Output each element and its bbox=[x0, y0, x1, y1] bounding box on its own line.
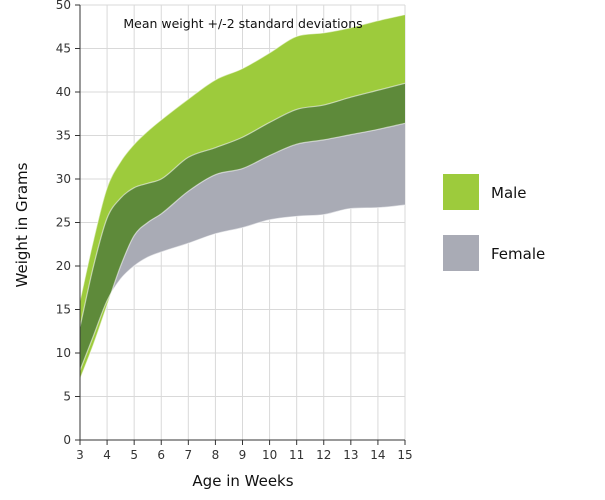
y-tick-label: 50 bbox=[56, 0, 71, 12]
x-tick-label: 13 bbox=[343, 448, 358, 462]
x-tick-label: 8 bbox=[212, 448, 220, 462]
y-tick-label: 10 bbox=[56, 346, 71, 360]
overlap-band bbox=[80, 83, 405, 371]
data-areas bbox=[79, 13, 406, 380]
y-tick-label: 5 bbox=[63, 390, 71, 404]
female-band bbox=[80, 83, 405, 371]
x-tick-label: 15 bbox=[397, 448, 412, 462]
y-tick-label: 30 bbox=[56, 172, 71, 186]
x-tick-label: 5 bbox=[130, 448, 138, 462]
y-axis-title: Weight in Grams bbox=[13, 162, 31, 287]
x-tick-label: 11 bbox=[289, 448, 304, 462]
y-tick-label: 15 bbox=[56, 303, 71, 317]
male-upper-edge bbox=[79, 13, 406, 301]
y-tick-label: 40 bbox=[56, 85, 71, 99]
legend-swatch-male bbox=[443, 174, 479, 210]
x-axis-title: Age in Weeks bbox=[192, 472, 293, 490]
x-tick-label: 7 bbox=[185, 448, 193, 462]
legend-label-male: Male bbox=[491, 184, 527, 202]
x-tick-label: 12 bbox=[316, 448, 331, 462]
y-tick-label: 25 bbox=[56, 216, 71, 230]
legend-swatch-female bbox=[443, 235, 479, 271]
y-tick-label: 20 bbox=[56, 259, 71, 273]
x-tick-label: 10 bbox=[262, 448, 277, 462]
y-tick-label: 35 bbox=[56, 129, 71, 143]
x-tick-label: 6 bbox=[157, 448, 165, 462]
x-tick-label: 14 bbox=[370, 448, 385, 462]
x-tick-label: 9 bbox=[239, 448, 247, 462]
legend-label-female: Female bbox=[491, 245, 545, 263]
female-upper-edge bbox=[79, 82, 406, 328]
y-tick-label: 45 bbox=[56, 42, 71, 56]
x-tick-label: 4 bbox=[103, 448, 111, 462]
y-tick-label: 0 bbox=[63, 433, 71, 447]
female-lower-edge bbox=[79, 204, 406, 371]
male-lower-edge bbox=[79, 122, 406, 380]
x-tick-label: 3 bbox=[76, 448, 84, 462]
chart-title: Mean weight +/-2 standard deviations bbox=[123, 16, 362, 31]
legend: Male Female bbox=[443, 174, 545, 271]
